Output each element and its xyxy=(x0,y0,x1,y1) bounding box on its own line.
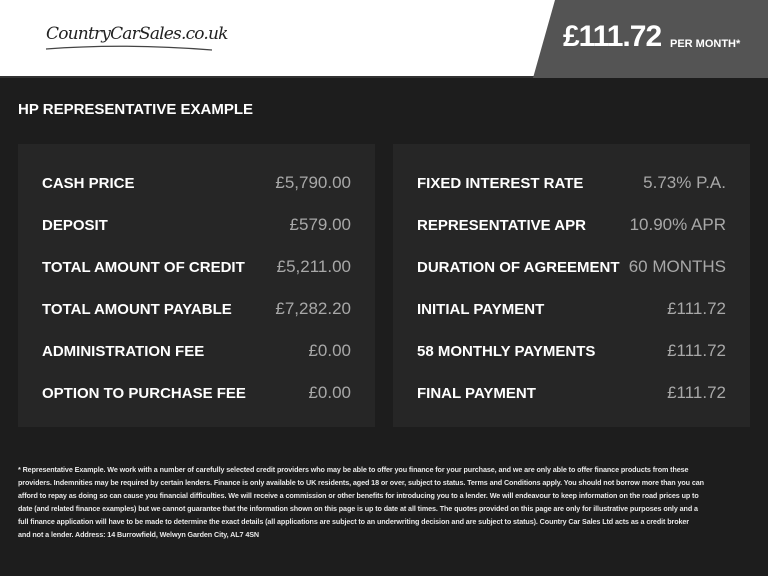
finance-row: CASH PRICE £5,790.00 xyxy=(42,162,351,204)
logo-swoosh xyxy=(45,45,213,51)
row-label: DEPOSIT xyxy=(42,216,108,234)
row-value: £579.00 xyxy=(289,215,351,234)
row-label: TOTAL AMOUNT PAYABLE xyxy=(42,300,232,318)
row-value: £0.00 xyxy=(308,341,351,360)
row-label: TOTAL AMOUNT OF CREDIT xyxy=(42,258,245,276)
finance-panel-right: FIXED INTEREST RATE 5.73% P.A. REPRESENTAT… xyxy=(393,144,750,427)
row-label: OPTION TO PURCHASE FEE xyxy=(42,384,246,402)
row-label: REPRESENTATIVE APR xyxy=(417,216,586,234)
finance-row: DEPOSIT £579.00 xyxy=(42,204,351,246)
row-label: CASH PRICE xyxy=(42,174,135,192)
finance-row: INITIAL PAYMENT £111.72 xyxy=(417,288,726,330)
row-value: 10.90% APR xyxy=(629,215,726,234)
logo[interactable]: CountryCarSales.co.uk xyxy=(46,24,229,44)
disclaimer-line: full finance application will have to be… xyxy=(18,517,689,526)
header: CountryCarSales.co.uk £111.72 PER MONTH* xyxy=(0,0,768,78)
disclaimer: * Representative Example. We work with a… xyxy=(18,463,750,541)
row-label: FIXED INTEREST RATE xyxy=(417,174,584,192)
monthly-price-box: £111.72 PER MONTH* xyxy=(533,0,768,78)
disclaimer-line: providers. Indemnities may be required b… xyxy=(18,478,704,487)
per-month-label: PER MONTH* xyxy=(670,38,741,50)
disclaimer-line: * Representative Example. We work with a… xyxy=(18,465,689,474)
finance-panel-left: CASH PRICE £5,790.00 DEPOSIT £579.00 TOTAL A… xyxy=(18,144,375,427)
row-value: 60 MONTHS xyxy=(628,257,726,276)
finance-row: OPTION TO PURCHASE FEE £0.00 xyxy=(42,372,351,414)
finance-row: FIXED INTEREST RATE 5.73% P.A. xyxy=(417,162,726,204)
finance-row: TOTAL AMOUNT PAYABLE £7,282.20 xyxy=(42,288,351,330)
monthly-price: £111.72 xyxy=(563,20,662,53)
disclaimer-line: date (and related finance examples) but … xyxy=(18,504,698,513)
row-value: 5.73% P.A. xyxy=(643,173,726,192)
row-value: £111.72 xyxy=(667,383,726,402)
finance-row: 58 MONTHLY PAYMENTS £111.72 xyxy=(417,330,726,372)
row-value: £0.00 xyxy=(308,383,351,402)
row-label: ADMINISTRATION FEE xyxy=(42,342,205,360)
row-value: £5,211.00 xyxy=(276,257,351,276)
disclaimer-line: afford to repay as doing so can cause yo… xyxy=(18,491,699,500)
finance-row: TOTAL AMOUNT OF CREDIT £5,211.00 xyxy=(42,246,351,288)
row-value: £111.72 xyxy=(667,299,726,318)
row-value: £5,790.00 xyxy=(275,173,351,192)
row-label: FINAL PAYMENT xyxy=(417,384,536,402)
finance-row: DURATION OF AGREEMENT 60 MONTHS xyxy=(417,246,726,288)
row-label: DURATION OF AGREEMENT xyxy=(417,258,620,276)
row-value: £111.72 xyxy=(667,341,726,360)
row-value: £7,282.20 xyxy=(275,299,351,318)
finance-row: FINAL PAYMENT £111.72 xyxy=(417,372,726,414)
finance-row: REPRESENTATIVE APR 10.90% APR xyxy=(417,204,726,246)
section-title: HP REPRESENTATIVE EXAMPLE xyxy=(18,101,254,118)
row-label: INITIAL PAYMENT xyxy=(417,300,545,318)
disclaimer-line: and not a lender. Address: 14 Burrowfiel… xyxy=(18,530,260,539)
row-label: 58 MONTHLY PAYMENTS xyxy=(417,342,596,360)
finance-row: ADMINISTRATION FEE £0.00 xyxy=(42,330,351,372)
